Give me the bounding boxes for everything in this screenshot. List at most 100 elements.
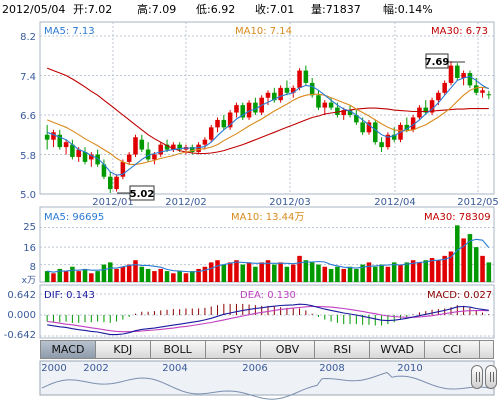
- header-high: 高:7.09: [137, 2, 176, 16]
- volume-bar: [278, 262, 283, 282]
- candle-body: [322, 102, 328, 108]
- volume-bar: [461, 238, 466, 282]
- overview-left-handle[interactable]: [471, 365, 483, 389]
- volume-bar: [76, 271, 81, 282]
- volume-bar: [284, 266, 290, 282]
- price-x-tick: 2012/04: [374, 197, 416, 208]
- candle-body: [145, 149, 151, 160]
- candle-body: [486, 94, 492, 96]
- candle-body: [391, 134, 397, 140]
- volume-bar: [379, 264, 384, 282]
- volume-bar: [234, 260, 239, 282]
- volume-bar: [63, 271, 69, 282]
- candle-body: [473, 85, 479, 93]
- price-x-tick: 2012/05: [457, 197, 499, 208]
- price-panel-frame: [39, 21, 495, 195]
- price-y-tick: 6.6: [20, 111, 36, 122]
- macd-legend-dea: DEA: 0.130: [240, 290, 296, 301]
- volume-bar: [347, 266, 353, 282]
- tab-macd[interactable]: MACD: [40, 340, 96, 359]
- overview-year: 2004: [162, 363, 187, 374]
- tab-boll[interactable]: BOLL: [150, 340, 206, 359]
- vol-y-tick: 25: [23, 222, 36, 233]
- candle-body: [133, 137, 138, 155]
- candle-body: [284, 87, 290, 93]
- header-change: 幅:0.14%: [383, 3, 433, 16]
- price-x-tick: 2012/02: [165, 197, 207, 208]
- volume-bar: [341, 268, 346, 282]
- volume-bar: [316, 264, 321, 282]
- candle-body: [44, 134, 50, 140]
- candle-body: [309, 82, 315, 96]
- tab-psy[interactable]: PSY: [205, 340, 261, 359]
- vol-y-tick: 8: [30, 262, 36, 273]
- candle-body: [366, 122, 372, 133]
- callout-high-box: [425, 53, 449, 69]
- volume-bar: [272, 264, 277, 282]
- candle-body: [126, 154, 132, 162]
- volume-bar: [354, 268, 359, 282]
- volume-bar: [385, 266, 391, 282]
- volume-bar: [455, 225, 460, 282]
- volume-bar: [259, 262, 264, 282]
- header-close: 收:7.01: [255, 2, 294, 16]
- candle-body: [316, 95, 321, 108]
- candle-body: [379, 142, 384, 148]
- tab-obv[interactable]: OBV: [260, 340, 316, 359]
- volume-bar: [70, 266, 75, 282]
- candle-body: [158, 144, 164, 155]
- overview-year: 2006: [242, 363, 267, 374]
- vol-legend-ma10: MA10: 13.44万: [231, 212, 304, 223]
- candle-body: [171, 144, 176, 150]
- candle-body: [51, 132, 56, 140]
- volume-y-axis: 25 16 8: [23, 222, 36, 273]
- candle-body: [221, 119, 227, 128]
- macd-legend-dif: DIF: 0.143: [44, 290, 95, 301]
- candle-body: [164, 144, 170, 150]
- volume-bar: [486, 262, 492, 282]
- tab-wvad[interactable]: WVAD: [370, 340, 426, 359]
- price-grid: [40, 22, 494, 194]
- candle-body: [76, 149, 81, 157]
- candle-body: [177, 144, 182, 150]
- tab-kdj[interactable]: KDJ: [95, 340, 151, 359]
- callout-low-box: [129, 185, 155, 201]
- volume-bar: [107, 262, 113, 282]
- candle-body: [63, 142, 69, 148]
- candle-body: [467, 73, 473, 86]
- volume-bar: [208, 262, 214, 282]
- tab-rsi[interactable]: RSI: [315, 340, 371, 359]
- volume-bar: [436, 260, 441, 282]
- volume-bar: [202, 266, 208, 282]
- volume-bar: [448, 251, 454, 282]
- indicator-tab-bar: MACD KDJ BOLL PSY OBV RSI WVAD CCI: [40, 340, 494, 359]
- overview-year: 2010: [397, 363, 422, 374]
- overview-year: 2008: [319, 363, 344, 374]
- volume-bar: [290, 264, 296, 282]
- volume-bar: [391, 262, 397, 282]
- overview-frame[interactable]: [39, 360, 495, 396]
- header-volume: 量:71837: [311, 3, 361, 16]
- tab-cci[interactable]: CCI: [425, 340, 480, 359]
- volume-bar: [322, 266, 328, 282]
- candle-body: [385, 134, 391, 148]
- candle-body: [417, 107, 422, 118]
- volume-bar: [190, 271, 195, 282]
- overview-right-handle[interactable]: [485, 365, 497, 389]
- macd-y-axis: 0.642 0.000 -0.642: [4, 290, 36, 341]
- volume-ma5-line: [47, 238, 490, 273]
- candle-body: [303, 70, 309, 83]
- price-y-tick: 7.4: [20, 72, 36, 83]
- candle-body: [410, 117, 416, 130]
- candle-body: [480, 90, 485, 93]
- candle-body: [234, 105, 239, 113]
- volume-bar: [171, 273, 176, 282]
- callout-high-label: 7.69: [425, 57, 450, 68]
- vol-y-tick: 16: [23, 243, 36, 254]
- callout-high: 7.69: [425, 53, 465, 69]
- volume-bar: [196, 268, 201, 282]
- volume-bar: [139, 266, 145, 282]
- candle-body: [120, 161, 126, 177]
- vol-legend-ma5: MA5: 96695: [44, 212, 104, 223]
